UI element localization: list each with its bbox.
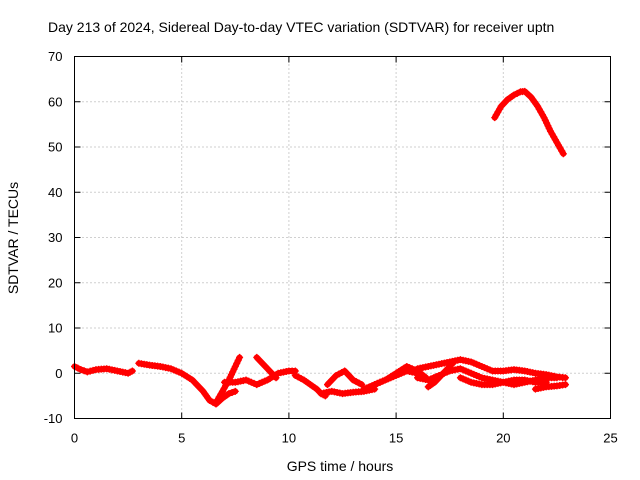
series-sat-n: [456, 374, 550, 389]
x-tick-label: 20: [496, 431, 510, 446]
data-point: [510, 91, 518, 99]
data-point: [225, 390, 233, 398]
x-axis-label: GPS time / hours: [287, 458, 394, 474]
data-point: [231, 387, 239, 395]
y-tick-label: 20: [48, 275, 62, 290]
y-tick-label: 0: [55, 366, 62, 381]
y-tick-label: 40: [48, 185, 62, 200]
data-point: [513, 89, 521, 97]
data-point: [561, 374, 569, 382]
data-point: [228, 388, 236, 396]
data-point: [561, 381, 569, 389]
data-point: [450, 358, 458, 366]
data-point: [236, 353, 244, 361]
grid: [74, 56, 611, 419]
series-sat-e: [253, 353, 280, 382]
data-point: [231, 362, 239, 370]
data-point: [272, 374, 280, 382]
y-axis-label: SDTVAR / TECUs: [5, 182, 21, 294]
data-point: [128, 367, 136, 375]
x-tick-label: 10: [282, 431, 296, 446]
chart-title: Day 213 of 2024, Sidereal Day-to-day VTE…: [48, 19, 554, 35]
data-point: [234, 356, 242, 364]
y-tick-label: 60: [48, 94, 62, 109]
x-tick-label: 15: [389, 431, 403, 446]
data-point: [74, 364, 82, 372]
series-layer: [71, 87, 569, 408]
data-point: [77, 366, 85, 374]
axis-ticks: 0 5 10 15 20 25 -10 0 10 20 30 40 50 60 70: [44, 49, 618, 446]
y-tick-label: 50: [48, 140, 62, 155]
data-point: [80, 367, 88, 375]
series-sat-m: [424, 358, 458, 391]
y-tick-label: -10: [44, 411, 63, 426]
series-trace: [253, 354, 280, 381]
series-sat-h: [323, 367, 366, 389]
series-sat-o: [531, 381, 569, 393]
y-tick-label: 70: [48, 49, 62, 64]
data-point: [553, 374, 561, 382]
series-sat-a: [71, 362, 136, 377]
series-sat-p: [491, 87, 567, 158]
series-sat-d: [221, 367, 299, 389]
data-point: [559, 150, 567, 158]
x-tick-label: 0: [71, 431, 78, 446]
y-tick-label: 10: [48, 321, 62, 336]
data-point: [233, 359, 241, 367]
series-sat-k: [414, 356, 569, 382]
y-tick-label: 30: [48, 230, 62, 245]
x-tick-label: 5: [178, 431, 185, 446]
data-point: [358, 381, 366, 389]
x-tick-label: 25: [603, 431, 617, 446]
